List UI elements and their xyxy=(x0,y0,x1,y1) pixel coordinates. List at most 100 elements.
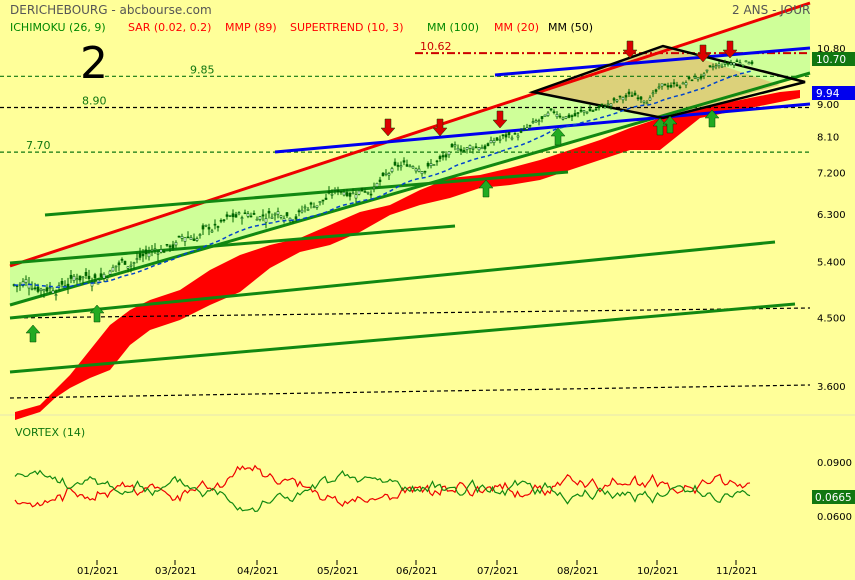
candle-body xyxy=(330,193,334,196)
buy-arrow xyxy=(478,179,494,198)
candle-body xyxy=(138,253,142,258)
vortex-axis-label: 0.0900 xyxy=(817,458,852,469)
period-label: 2 ANS - JOUR xyxy=(732,3,811,17)
candle-body xyxy=(513,133,517,135)
candle-body xyxy=(114,265,118,268)
candle-body xyxy=(429,163,433,167)
candle-body xyxy=(681,82,685,85)
candle-body xyxy=(564,116,568,119)
candle-body xyxy=(591,110,595,112)
candle-body xyxy=(618,95,622,98)
candle-body xyxy=(228,215,232,217)
candle-body xyxy=(150,249,154,252)
price-axis-label: 7.200 xyxy=(817,169,846,180)
candle-body xyxy=(189,237,193,240)
candle-body xyxy=(279,215,283,218)
candle-body xyxy=(552,111,556,113)
candle-body xyxy=(567,114,571,118)
sell-arrow xyxy=(722,40,738,59)
candle-body xyxy=(531,121,535,123)
candle-body xyxy=(264,218,268,223)
candle-body xyxy=(537,120,541,123)
candle-body xyxy=(372,186,376,189)
candle-body xyxy=(639,96,643,100)
candle-body xyxy=(471,147,475,150)
candles xyxy=(12,58,754,301)
candle-body xyxy=(738,62,742,65)
candle-body xyxy=(750,61,754,64)
candle-body xyxy=(585,111,589,114)
candle-body xyxy=(543,114,547,118)
candle-body xyxy=(48,287,52,289)
candle-body xyxy=(645,102,649,105)
x-axis-label: 11/2021 xyxy=(716,566,758,577)
candle-body xyxy=(207,227,211,230)
candle-body xyxy=(120,258,124,261)
vortex-plus-line xyxy=(14,469,751,513)
candle-body xyxy=(744,60,748,63)
candle-body xyxy=(237,212,241,215)
candle-body xyxy=(558,115,562,118)
candle-body xyxy=(633,92,637,96)
candle-body xyxy=(315,205,319,208)
candle-body xyxy=(363,191,367,193)
candle-body xyxy=(729,62,733,66)
candle-body xyxy=(195,238,199,241)
candle-body xyxy=(321,199,325,202)
candle-body xyxy=(99,273,103,277)
level-label: 10.62 xyxy=(420,40,452,53)
trend-line-green xyxy=(9,224,456,265)
candle-body xyxy=(24,279,28,283)
candle-body xyxy=(366,191,370,194)
candle-body xyxy=(747,62,751,65)
candle-body xyxy=(201,225,205,230)
price-axis-label: 8.10 xyxy=(817,133,839,144)
candle-body xyxy=(723,62,727,65)
candle-body xyxy=(438,156,442,159)
candle-body xyxy=(660,83,664,87)
candle-body xyxy=(609,103,613,107)
price-axis-label: 4.500 xyxy=(817,313,846,324)
candle-body xyxy=(489,140,493,144)
candle-body xyxy=(576,112,580,114)
candle-body xyxy=(450,143,454,148)
price-axis-label: 3.600 xyxy=(817,382,846,393)
candle-body xyxy=(72,275,76,281)
candle-body xyxy=(180,236,184,239)
legend-entry: MM (100) xyxy=(427,21,480,34)
candle-body xyxy=(273,213,277,216)
candle-body xyxy=(486,143,490,147)
candle-body xyxy=(126,266,130,269)
candle-body xyxy=(162,251,166,253)
candle-body xyxy=(132,262,136,264)
trend-line-blue xyxy=(274,102,811,154)
candle-body xyxy=(342,191,346,196)
candle-body xyxy=(687,76,691,79)
candle-body xyxy=(153,248,157,251)
candle-body xyxy=(684,82,688,86)
candle-body xyxy=(369,193,373,196)
ticker-title: DERICHEBOURG - abcbourse.com xyxy=(10,3,212,17)
x-axis-label: 08/2021 xyxy=(557,566,599,577)
candle-body xyxy=(135,258,139,260)
candle-body xyxy=(399,165,403,168)
candle-body xyxy=(354,194,358,199)
candle-body xyxy=(570,115,574,118)
candle-body xyxy=(156,252,160,255)
supertrend-badge xyxy=(812,86,855,100)
candle-body xyxy=(243,212,247,215)
candle-body xyxy=(324,197,328,200)
trend-line-red-upper xyxy=(9,1,811,268)
candle-body xyxy=(51,290,55,294)
candle-body xyxy=(102,273,106,279)
candle-body xyxy=(261,214,265,217)
candle-body xyxy=(405,164,409,167)
candle-body xyxy=(402,160,406,163)
candle-body xyxy=(453,144,457,147)
candle-body xyxy=(561,117,565,120)
candle-body xyxy=(351,192,355,195)
candle-body xyxy=(396,164,400,167)
candle-body xyxy=(642,100,646,103)
candle-body xyxy=(483,145,487,149)
